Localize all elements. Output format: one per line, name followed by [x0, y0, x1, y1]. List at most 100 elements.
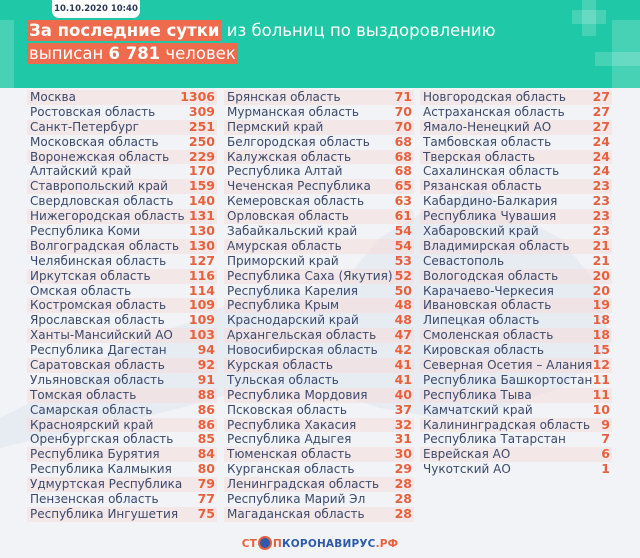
- recovered-count: 15: [592, 342, 610, 358]
- recovered-count: 23: [592, 208, 610, 224]
- recovered-count: 103: [188, 327, 215, 343]
- recovered-count: 29: [394, 461, 412, 477]
- region-row: Ярославская область 109: [27, 312, 217, 328]
- recovered-count: 50: [394, 282, 412, 298]
- region-row: Республика Хакасия 32: [224, 417, 414, 433]
- recovered-count: 27: [592, 89, 610, 104]
- region-name: Санкт-Петербург: [30, 119, 139, 134]
- recovered-count: 24: [592, 148, 610, 164]
- region-name: Краснодарский край: [227, 313, 359, 328]
- recovered-count: 31: [394, 431, 412, 447]
- recovered-count: 27: [592, 118, 610, 134]
- region-row: Оренбургская область 85: [27, 432, 217, 447]
- region-name: Республика Саха (Якутия): [227, 268, 393, 283]
- recovered-count: 47: [394, 327, 412, 343]
- region-name: Чеченская Республика: [227, 179, 371, 194]
- recovered-count: 309: [188, 103, 215, 119]
- recovered-count: 140: [188, 193, 215, 209]
- region-row: Новгородская область 27: [420, 89, 612, 105]
- region-name: Камчатский край: [423, 402, 533, 417]
- region-row: Архангельская область 47: [224, 327, 414, 344]
- recovered-count: 1306: [180, 89, 215, 104]
- region-name: Новгородская область: [423, 90, 566, 104]
- recovered-count: 229: [188, 148, 215, 164]
- recovered-count: 52: [394, 267, 412, 283]
- region-row: Республика Бурятия 84: [27, 446, 217, 463]
- region-name: Алтайский край: [30, 164, 132, 179]
- recovered-count: 116: [188, 267, 215, 283]
- region-name: Чукотский АО: [423, 462, 511, 477]
- region-name: Калужская область: [227, 149, 352, 164]
- region-row: Рязанская область 23: [420, 178, 612, 195]
- region-name: Тамбовская область: [423, 134, 552, 149]
- region-name: Псковская область: [227, 402, 347, 417]
- recovered-count: 54: [394, 237, 412, 253]
- region-row: Сахалинская область 24: [420, 164, 612, 179]
- region-name: Воронежская область: [30, 149, 170, 164]
- recovered-count: 75: [197, 505, 215, 521]
- recovered-count: 27: [592, 103, 610, 119]
- recovered-count: 19: [592, 297, 610, 313]
- region-name: Республика Бурятия: [30, 447, 160, 462]
- recovered-count: 30: [394, 446, 412, 462]
- region-row: Ульяновская область 91: [27, 372, 217, 388]
- recovered-count: 48: [394, 297, 412, 313]
- region-name: Республика Татарстан: [423, 432, 566, 447]
- region-row: Челябинская область 127: [27, 253, 217, 269]
- region-name: Саратовская область: [30, 358, 165, 373]
- region-row: Санкт-Петербург 251: [27, 119, 217, 135]
- region-row: Смоленская область 18: [420, 327, 612, 344]
- region-name: Ямало-Ненецкий АО: [423, 119, 552, 134]
- stopcoronavirus-logo: СТ ПКОРОНАВИРУС.РФ: [241, 536, 399, 550]
- region-name: Республика Калмыкия: [30, 462, 172, 477]
- region-row: Псковская область 37: [224, 401, 414, 418]
- region-name: Ханты-Мансийский АО: [30, 328, 173, 343]
- recovered-count: 88: [197, 386, 215, 402]
- recovered-count: 86: [197, 416, 215, 432]
- region-name: Забайкальский край: [227, 224, 358, 239]
- region-row: Курганская область 29: [224, 461, 414, 477]
- region-row: Республика Адыгея 31: [224, 432, 414, 447]
- region-row: Томская область 88: [27, 386, 217, 403]
- region-name: Республика Мордовия: [227, 387, 368, 402]
- recovered-count: 7: [601, 431, 610, 447]
- recovered-count: 65: [394, 178, 412, 194]
- region-row: Тверская область 24: [420, 148, 612, 165]
- region-row: Волгоградская область 130: [27, 238, 217, 254]
- recovered-count: 12: [592, 357, 610, 373]
- region-name: Карачаево-Черкесия: [423, 283, 554, 298]
- region-row: Ямало-Ненецкий АО 27: [420, 118, 612, 135]
- recovered-count: 40: [394, 386, 412, 402]
- recovered-count: 20: [592, 267, 610, 283]
- region-name: Брянская область: [227, 90, 341, 104]
- region-name: Удмуртская Республика: [30, 477, 183, 492]
- recovered-count: 92: [197, 357, 215, 373]
- region-name: Республика Чувашия: [423, 209, 557, 224]
- region-row: Севастополь 21: [420, 252, 612, 269]
- region-name: Пензенская область: [30, 492, 159, 507]
- recovered-count: 170: [188, 163, 215, 179]
- region-row: Северная Осетия – Алания 12: [420, 357, 612, 373]
- region-name: Смоленская область: [423, 328, 554, 343]
- region-row: Москва 1306: [27, 89, 217, 105]
- region-row: Владимирская область 21: [420, 238, 612, 254]
- region-row: Кировская область 15: [420, 342, 612, 358]
- recovered-count: 37: [394, 401, 412, 417]
- region-row: Забайкальский край 54: [224, 223, 414, 239]
- region-name: Кемеровская область: [227, 194, 365, 209]
- region-name: Севастополь: [423, 253, 505, 268]
- region-name: Кировская область: [423, 343, 545, 358]
- region-row: Краснодарский край 48: [224, 312, 414, 328]
- region-name: Новосибирская область: [227, 343, 378, 358]
- region-row: Республика Калмыкия 80: [27, 461, 217, 477]
- region-row: Липецкая область 18: [420, 312, 612, 328]
- recovered-count: 85: [197, 431, 215, 447]
- recovered-count: 71: [394, 89, 412, 104]
- region-name: Республика Хакасия: [227, 417, 357, 432]
- recovered-count: 21: [592, 252, 610, 268]
- recovered-count: 79: [197, 476, 215, 492]
- region-name: Республика Дагестан: [30, 343, 167, 358]
- recovered-count: 9: [601, 416, 610, 432]
- region-name: Ярославская область: [30, 313, 165, 328]
- recovered-count: 11: [592, 386, 610, 402]
